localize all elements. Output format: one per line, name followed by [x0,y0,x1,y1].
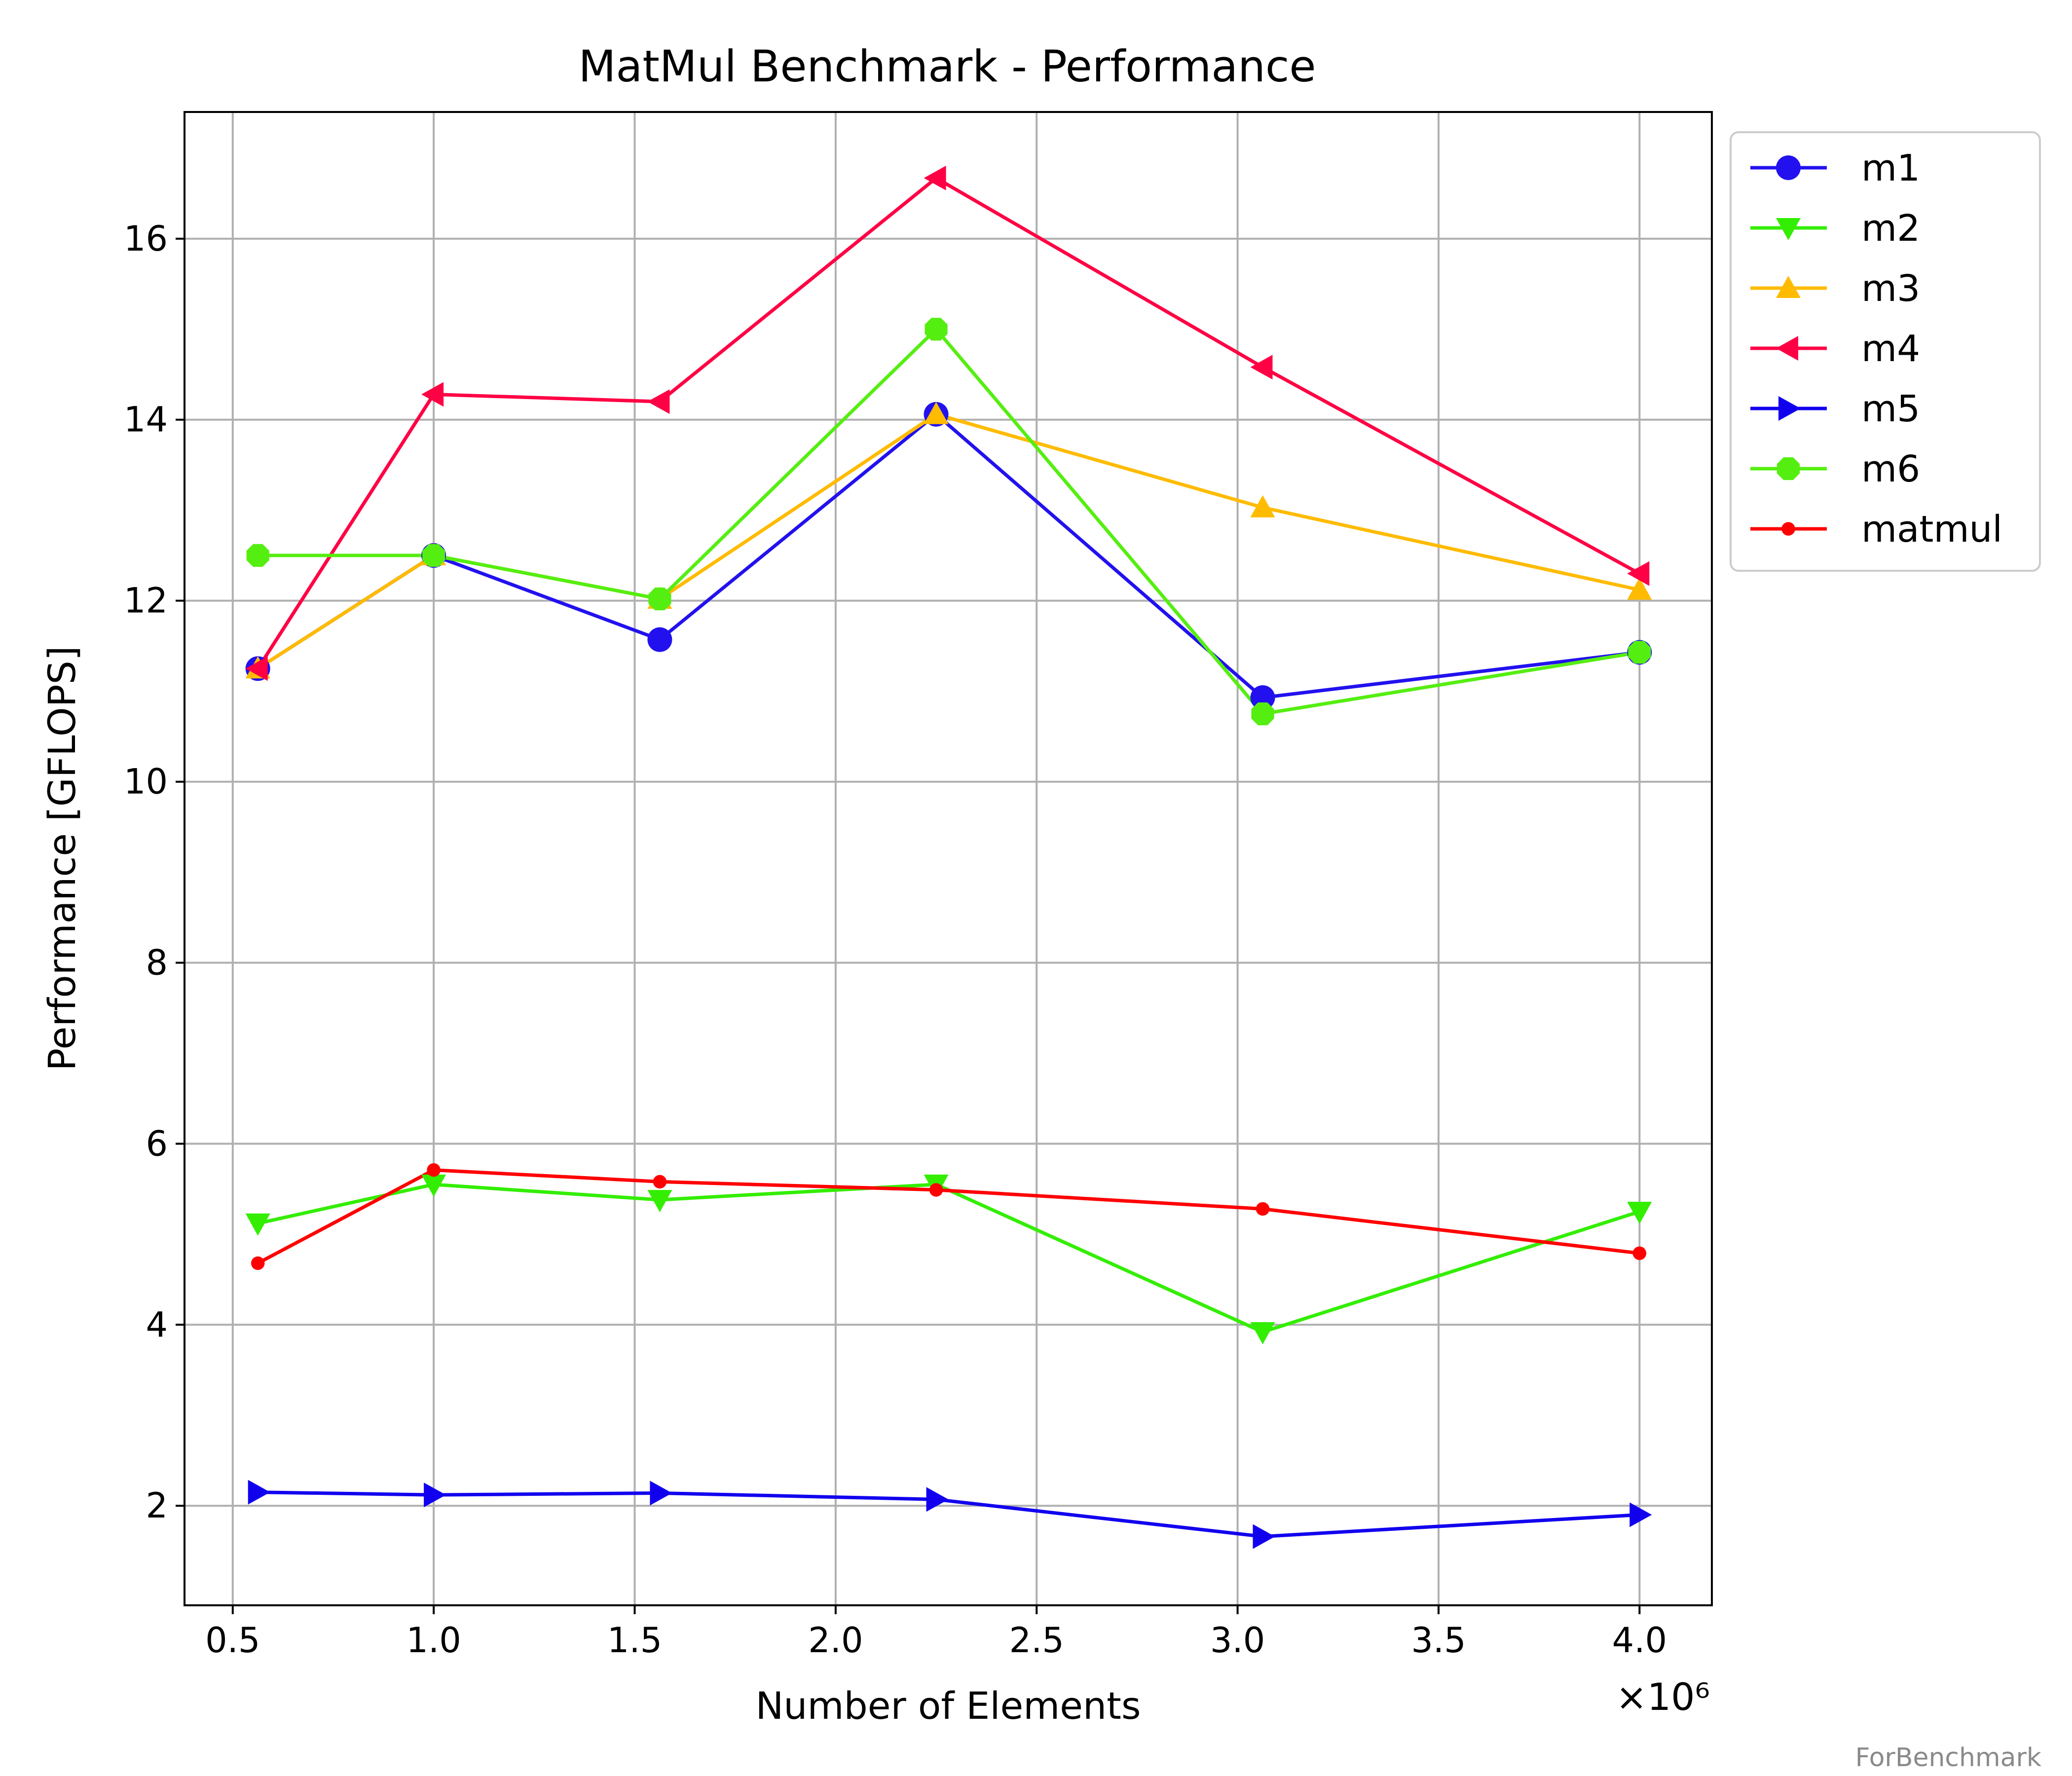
x-axis-ticks: 0.5 1.0 1.5 2.0 2.5 3.0 3.5 4.0 [205,1605,1667,1661]
data-point-m1 [647,627,672,652]
data-point-m2 [1250,1322,1275,1344]
legend-label-m5: m5 [1861,388,1920,430]
legend-label-matmul: matmul [1861,508,2002,551]
x-tick-label: 0.5 [205,1620,260,1661]
x-tick-label: 1.0 [406,1620,461,1661]
data-point-m6 [422,544,445,567]
data-point-m4 [1627,561,1650,586]
data-point-m3 [1250,495,1275,518]
y-tick-label: 8 [146,942,168,983]
series-markers [245,165,1652,1549]
legend-label-m1: m1 [1861,147,1920,189]
data-point-m5 [1629,1502,1652,1527]
data-point-m5 [248,1480,270,1505]
data-point-matmul [1632,1246,1647,1260]
y-tick-label: 6 [146,1123,168,1164]
x-axis-label: Number of Elements [755,1684,1141,1728]
data-point-m6 [925,318,948,341]
x-tick-label: 2.0 [808,1620,863,1661]
data-point-matmul [427,1163,441,1177]
y-tick-label: 16 [124,219,168,259]
data-point-m5 [424,1482,446,1508]
data-point-matmul [929,1183,943,1197]
data-point-m5 [650,1480,672,1506]
data-point-m3 [924,402,949,424]
data-point-m4 [924,165,946,190]
series-line-m5 [258,1490,1640,1539]
legend-label-m2: m2 [1861,207,1920,250]
y-axis-label: Performance [GFLOPS] [40,646,84,1071]
series-line-m2 [257,1183,1640,1334]
plot-area-frame [184,111,1713,1606]
data-point-m1 [1250,685,1275,710]
chart-title: MatMul Benchmark - Performance [578,41,1316,92]
legend-marker-m6 [1776,457,1800,481]
y-tick-label: 2 [146,1485,168,1526]
legend-marker-matmul [1781,522,1795,536]
series-line-m3 [257,412,1640,670]
legend-label-m6: m6 [1861,448,1920,490]
legend-marker-m5 [1778,396,1801,421]
data-point-matmul [1256,1202,1270,1216]
legend-label-m4: m4 [1861,328,1920,370]
data-point-m2 [647,1190,672,1213]
y-tick-label: 14 [124,400,168,440]
data-point-m5 [1253,1524,1275,1549]
data-point-m4 [1250,355,1273,380]
grid-lines [185,112,1712,1605]
x-axis-offset-label: ×10⁶ [1616,1675,1710,1719]
data-point-m6 [1628,641,1651,664]
data-point-matmul [653,1175,667,1189]
legend-frame [1730,131,2041,572]
legend-marker-m3 [1776,276,1801,298]
y-tick-label: 10 [124,762,168,802]
data-point-m3 [1627,577,1652,600]
y-tick-label: 12 [124,581,168,621]
data-point-m6 [648,587,671,611]
watermark: ForBenchmark [1855,1743,2041,1773]
legend-marker-m2 [1776,218,1801,240]
y-tick-label: 4 [146,1304,168,1345]
data-point-m2 [1627,1202,1652,1224]
series-line-m6 [258,327,1640,716]
series-line-matmul [257,1168,1640,1265]
data-point-m2 [245,1213,270,1236]
legend-marker-m4 [1776,336,1798,361]
data-point-m6 [1251,702,1274,726]
legend: m1 m2 m3 m4 m5 m6 matmul [1730,131,2041,572]
series-lines [256,176,1640,1539]
data-point-m4 [245,656,268,681]
x-tick-label: 3.0 [1210,1620,1265,1661]
legend-marker-m1 [1776,155,1801,180]
data-point-matmul [251,1256,265,1270]
x-tick-label: 4.0 [1612,1620,1667,1661]
x-tick-label: 3.5 [1411,1620,1466,1661]
y-axis-ticks: 2 4 6 8 10 12 14 16 [124,219,185,1526]
x-tick-label: 2.5 [1009,1620,1064,1661]
data-point-m6 [246,544,269,567]
data-point-m4 [421,382,444,407]
data-point-m4 [647,389,670,414]
data-point-m2 [421,1174,446,1197]
data-point-m5 [926,1487,949,1512]
x-tick-label: 1.5 [607,1620,662,1661]
legend-label-m3: m3 [1861,267,1920,310]
series-line-m4 [256,176,1640,670]
